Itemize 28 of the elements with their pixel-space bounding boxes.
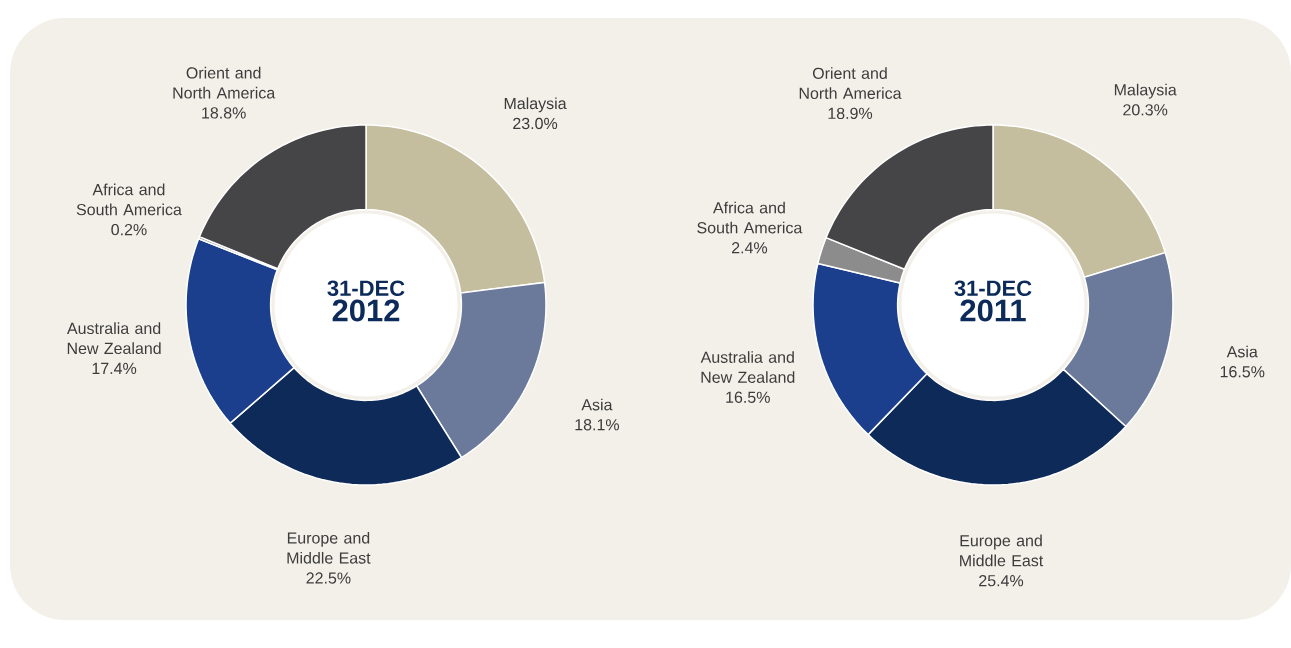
data-label: 20.3% xyxy=(1123,104,1168,116)
slice-label: Australia and New Zealand xyxy=(66,322,161,355)
data-label: 23.0% xyxy=(513,117,558,130)
text: 31-DEC xyxy=(327,280,405,297)
text: 2011 xyxy=(960,299,1026,322)
slice-label: Orient and North America xyxy=(799,67,902,100)
text: 2012 xyxy=(332,299,400,322)
slice-label: Australia and New Zealand xyxy=(700,351,795,383)
slice-label: Orient and North America xyxy=(173,66,276,99)
data-label: 22.5% xyxy=(306,572,351,584)
data-label: 17.4% xyxy=(92,362,137,374)
data-label: 18.1% xyxy=(575,419,620,431)
text: 31-DEC xyxy=(954,280,1032,297)
data-label: 18.9% xyxy=(828,107,873,120)
slice-label: Asia xyxy=(581,398,613,411)
slice-label: Malaysia xyxy=(1114,83,1177,99)
data-label: 16.5% xyxy=(726,391,770,403)
data-label: 25.4% xyxy=(979,575,1024,587)
slice-label: Malaysia xyxy=(504,97,567,113)
slice-label: Europe and Middle East xyxy=(287,531,371,564)
data-label: 0.2% xyxy=(111,223,147,236)
data-label: 16.5% xyxy=(1220,366,1265,378)
slice-label: Africa and South America xyxy=(697,201,803,234)
slice-label: Africa and South America xyxy=(76,183,182,216)
slice-label: Asia xyxy=(1226,345,1258,358)
slice-label: Europe and Middle East xyxy=(960,534,1044,567)
data-label: 18.8% xyxy=(202,107,246,119)
data-label: 2.4% xyxy=(732,242,768,254)
